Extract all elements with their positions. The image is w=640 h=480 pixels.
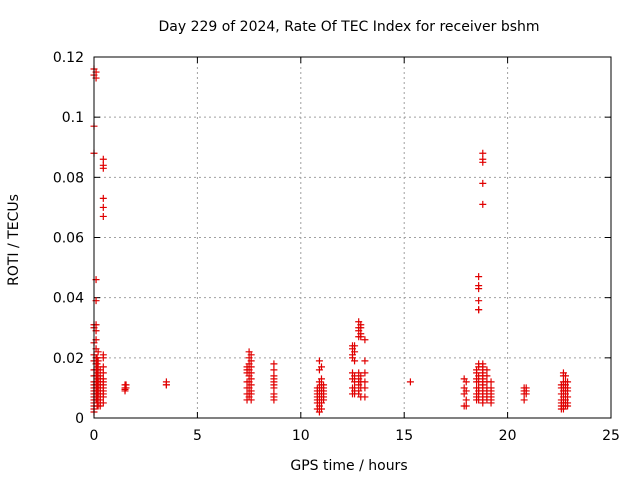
data-point [564,378,572,386]
data-point [99,369,107,377]
data-point [247,363,255,371]
data-point [462,402,470,410]
data-point [93,360,101,368]
data-point [357,372,365,380]
data-point [479,158,487,166]
x-tick-label: 5 [193,428,202,444]
data-point [99,164,107,172]
data-point [270,384,278,392]
data-point [270,396,278,404]
x-tick-label: 25 [602,428,620,444]
data-point [357,333,365,341]
data-point [99,363,107,371]
data-point [361,369,369,377]
data-point [483,372,491,380]
data-point [247,381,255,389]
data-point [99,194,107,202]
x-tick-label: 15 [395,428,413,444]
data-point [361,393,369,401]
y-tick-label: 0.04 [53,291,84,307]
data-point [351,372,359,380]
data-point [483,366,491,374]
data-point [361,378,369,386]
data-point [93,354,101,362]
data-point [94,348,102,356]
data-point [247,375,255,383]
y-tick-label: 0.12 [53,50,84,66]
data-point [361,384,369,392]
chart-title: Day 229 of 2024, Rate Of TEC Index for r… [158,19,539,35]
data-point [475,285,483,293]
data-point [361,336,369,344]
data-point [317,405,325,413]
data-point [270,366,278,374]
grid-lines [94,57,611,418]
data-point [317,375,325,383]
data-point [122,384,130,392]
data-point [564,393,572,401]
data-point [99,203,107,211]
data-point [351,357,359,365]
y-tick-label: 0.06 [53,231,84,247]
data-point [247,351,255,359]
data-point [487,399,495,407]
y-tick-label: 0 [75,411,84,427]
data-point [96,402,104,410]
data-point [475,306,483,314]
data-point [247,390,255,398]
data-point [99,212,107,220]
data-point [317,363,325,371]
x-tick-labels: 0 5 10 15 20 25 [90,428,620,444]
data-point [247,369,255,377]
data-point [351,342,359,350]
plot-frame [93,56,612,419]
data-point [247,357,255,365]
y-tick-label: 0.1 [62,110,84,126]
data-point [475,273,483,281]
data-point [94,357,102,365]
data-point [99,393,107,401]
data-point [96,366,104,374]
x-tick-label: 20 [499,428,517,444]
data-point [479,399,487,407]
data-point [361,357,369,365]
data-point [99,155,107,163]
data-point [462,387,470,395]
data-point [99,354,107,362]
data-point [479,179,487,187]
data-points [90,65,572,416]
x-tick-label: 10 [292,428,310,444]
data-point [315,357,323,365]
data-point [121,387,129,395]
data-point [99,399,107,407]
data-point [520,396,528,404]
data-point [479,200,487,208]
y-axis-label: ROTI / TECUs [6,194,22,286]
data-point [406,378,414,386]
data-point [462,378,470,386]
data-point [462,396,470,404]
y-tick-label: 0.02 [53,351,84,367]
data-point [247,396,255,404]
y-tick-label: 0.08 [53,170,84,186]
data-point [351,348,359,356]
x-axis-label: GPS time / hours [290,458,407,474]
y-tick-labels: 0 0.02 0.04 0.06 0.08 0.1 0.12 [53,50,84,427]
data-point [564,387,572,395]
x-tick-label: 0 [90,428,99,444]
data-point [522,390,530,398]
data-point [564,402,572,410]
data-point [320,396,328,404]
data-point [162,381,170,389]
data-point [357,324,365,332]
data-point [487,378,495,386]
data-point [475,297,483,305]
data-point [562,372,570,380]
data-point [270,360,278,368]
data-point [479,149,487,157]
